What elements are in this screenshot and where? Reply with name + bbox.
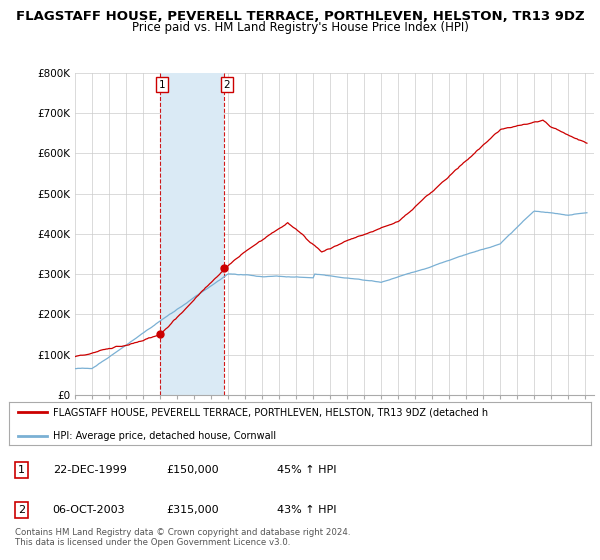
Text: FLAGSTAFF HOUSE, PEVERELL TERRACE, PORTHLEVEN, HELSTON, TR13 9DZ (detached h: FLAGSTAFF HOUSE, PEVERELL TERRACE, PORTH… [53,408,488,417]
Text: Contains HM Land Registry data © Crown copyright and database right 2024.
This d: Contains HM Land Registry data © Crown c… [15,528,350,547]
Text: 43% ↑ HPI: 43% ↑ HPI [277,505,336,515]
Text: £150,000: £150,000 [166,465,219,475]
Text: 2: 2 [223,80,230,90]
Text: 22-DEC-1999: 22-DEC-1999 [53,465,127,475]
Text: 2: 2 [18,505,25,515]
Text: HPI: Average price, detached house, Cornwall: HPI: Average price, detached house, Corn… [53,431,276,441]
Text: 45% ↑ HPI: 45% ↑ HPI [277,465,336,475]
Text: FLAGSTAFF HOUSE, PEVERELL TERRACE, PORTHLEVEN, HELSTON, TR13 9DZ: FLAGSTAFF HOUSE, PEVERELL TERRACE, PORTH… [16,10,584,23]
Text: £315,000: £315,000 [166,505,219,515]
Text: 1: 1 [19,465,25,475]
Text: Price paid vs. HM Land Registry's House Price Index (HPI): Price paid vs. HM Land Registry's House … [131,21,469,34]
Bar [160,73,224,395]
Text: 1: 1 [159,80,166,90]
Text: 06-OCT-2003: 06-OCT-2003 [53,505,125,515]
